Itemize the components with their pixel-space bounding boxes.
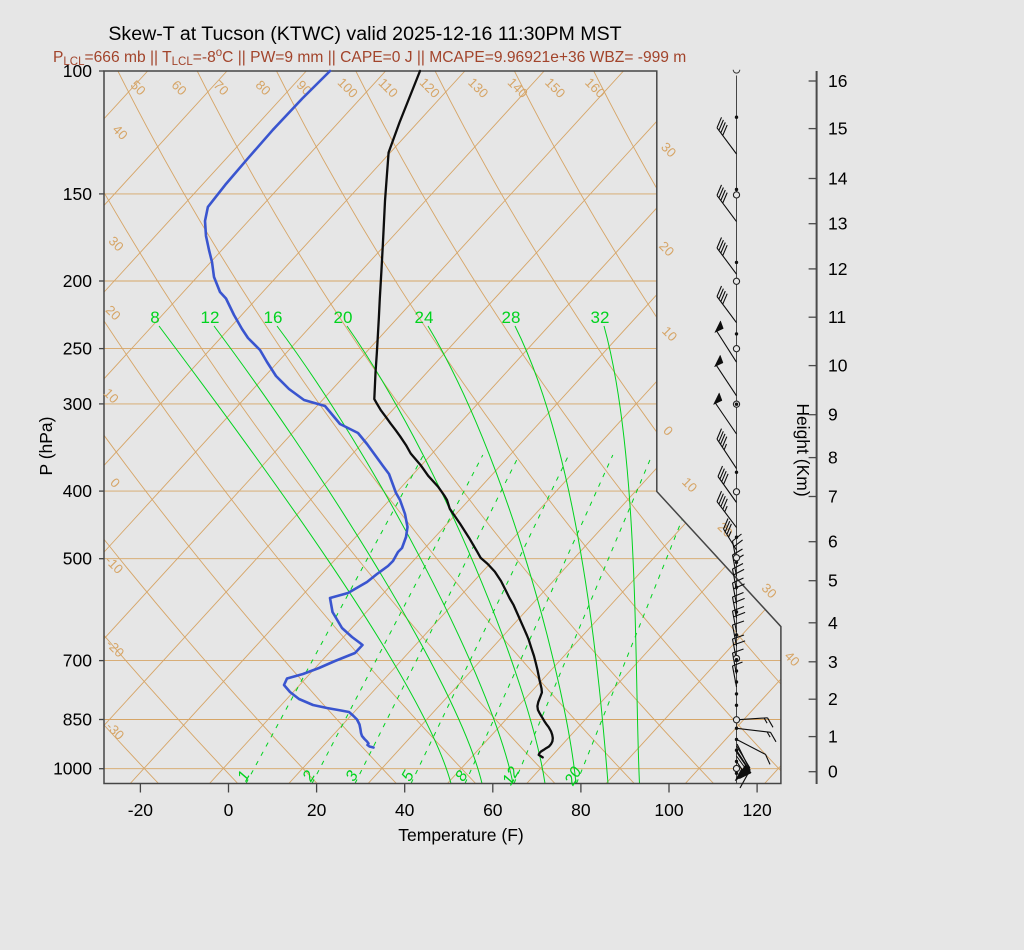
svg-text:60: 60 [483, 800, 503, 820]
svg-text:16: 16 [264, 308, 283, 327]
svg-text:2: 2 [828, 689, 838, 709]
svg-text:-20: -20 [128, 800, 154, 820]
svg-text:9: 9 [828, 405, 838, 425]
svg-text:20: 20 [334, 308, 353, 327]
svg-text:11: 11 [828, 307, 846, 327]
svg-text:1000: 1000 [53, 759, 92, 779]
svg-text:16: 16 [828, 71, 847, 91]
svg-text:0: 0 [224, 800, 234, 820]
svg-text:150: 150 [63, 184, 92, 204]
svg-text:3: 3 [828, 652, 838, 672]
svg-text:80: 80 [571, 800, 591, 820]
svg-text:400: 400 [63, 481, 92, 501]
svg-text:15: 15 [828, 119, 847, 139]
svg-text:6: 6 [828, 532, 838, 552]
svg-text:24: 24 [415, 308, 434, 327]
svg-text:Skew-T at Tucson (KTWC) valid: Skew-T at Tucson (KTWC) valid 2025-12-16… [108, 23, 621, 45]
svg-text:250: 250 [63, 339, 92, 359]
svg-text:700: 700 [63, 651, 92, 671]
svg-text:40: 40 [395, 800, 415, 820]
svg-text:32: 32 [591, 308, 610, 327]
svg-text:7: 7 [828, 487, 838, 507]
svg-text:100: 100 [63, 61, 92, 81]
svg-text:P (hPa): P (hPa) [36, 416, 56, 475]
svg-text:13: 13 [828, 214, 847, 234]
svg-text:10: 10 [828, 356, 848, 376]
svg-text:8: 8 [150, 308, 159, 327]
svg-text:200: 200 [63, 271, 92, 291]
svg-text:500: 500 [63, 549, 92, 569]
svg-text:Height (Km): Height (Km) [793, 403, 813, 496]
svg-text:120: 120 [742, 800, 771, 820]
svg-text:12: 12 [500, 764, 524, 788]
svg-text:20: 20 [307, 800, 327, 820]
svg-text:12: 12 [828, 259, 847, 279]
svg-text:14: 14 [828, 169, 848, 189]
svg-text:1: 1 [828, 727, 838, 747]
svg-text:Temperature (F): Temperature (F) [398, 825, 523, 845]
svg-text:PLCL=666 mb || TLCL=-8oC || PW: PLCL=666 mb || TLCL=-8oC || PW=9 mm || C… [53, 47, 686, 68]
svg-text:28: 28 [502, 308, 521, 327]
svg-text:0: 0 [828, 762, 838, 782]
svg-text:12: 12 [201, 308, 220, 327]
svg-text:850: 850 [63, 710, 92, 730]
svg-text:4: 4 [828, 613, 838, 633]
svg-text:5: 5 [828, 571, 838, 591]
svg-text:300: 300 [63, 394, 92, 414]
svg-text:8: 8 [828, 448, 838, 468]
svg-text:100: 100 [654, 800, 683, 820]
